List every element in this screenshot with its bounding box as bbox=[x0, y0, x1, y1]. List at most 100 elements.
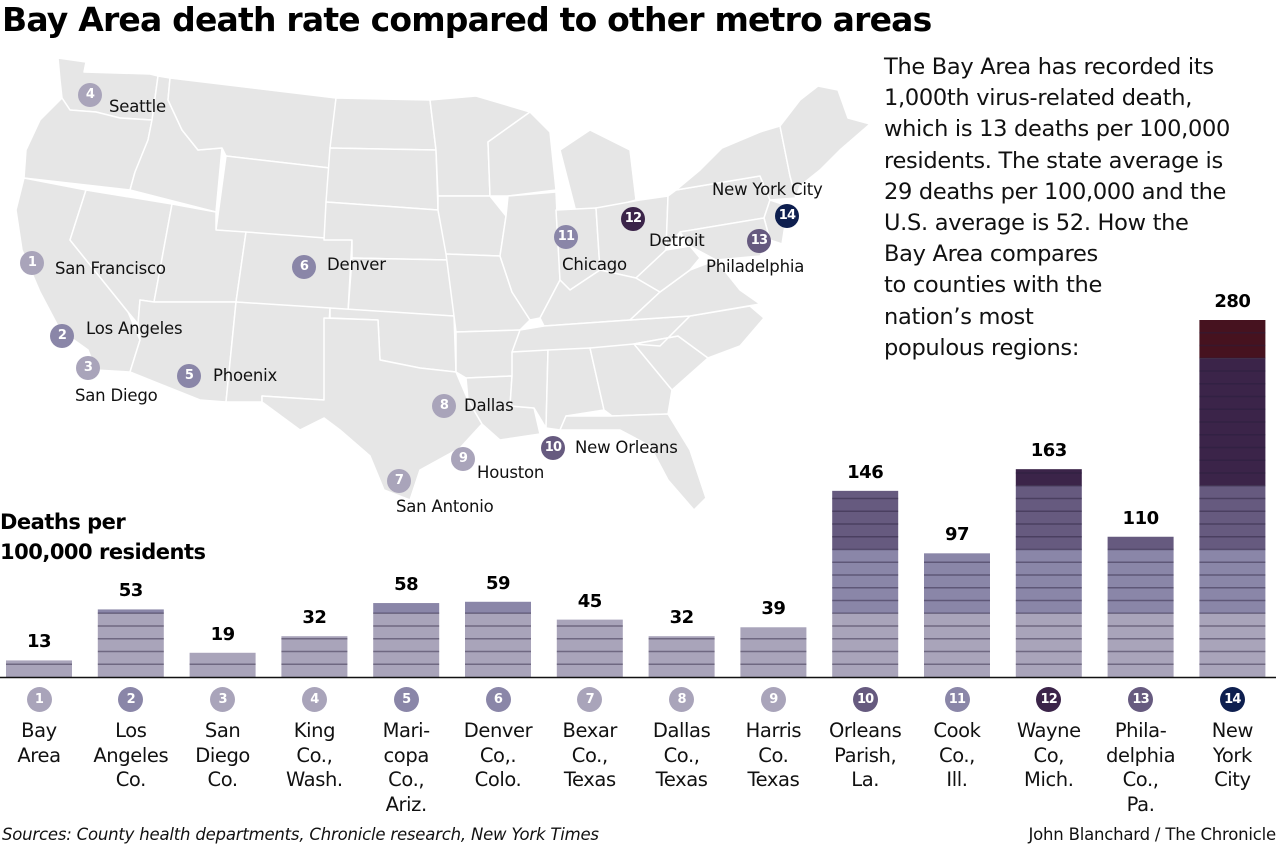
intro-line: 29 deaths per 100,000 and the bbox=[884, 178, 1227, 205]
category-label-line: Wash. bbox=[286, 768, 343, 792]
bar-segment bbox=[373, 613, 440, 677]
map-pin-4[interactable]: 4 bbox=[78, 83, 102, 107]
data-label: 39 bbox=[761, 598, 786, 620]
category-label: Wayne Co, Mich. bbox=[1003, 719, 1095, 793]
bar-2 bbox=[97, 609, 164, 677]
map-label-new-orleans: New Orleans bbox=[575, 438, 678, 457]
intro-text: The Bay Area has recorded its 1,000th vi… bbox=[884, 52, 1276, 364]
bar-14 bbox=[1199, 320, 1266, 677]
bar-segment bbox=[1107, 613, 1174, 677]
state-iowa bbox=[437, 195, 507, 257]
category-label-line: copa bbox=[383, 743, 429, 767]
data-label: 19 bbox=[210, 623, 236, 645]
data-label: 32 bbox=[302, 607, 327, 629]
bar-segment bbox=[924, 613, 990, 677]
category-number-badge: 4 bbox=[301, 687, 327, 712]
category-label-line: Pa. bbox=[1126, 792, 1155, 816]
map-label-denver: Denver bbox=[327, 255, 386, 274]
map-label-chicago: Chicago bbox=[562, 255, 627, 274]
map-label-san-antonio: San Antonio bbox=[396, 497, 494, 516]
map-pin-5[interactable]: 5 bbox=[177, 364, 201, 388]
map-label-detroit: Detroit bbox=[649, 231, 705, 250]
category-label-line: Dallas bbox=[652, 719, 711, 742]
category-label: Dallas Co., Texas bbox=[636, 719, 728, 793]
map-pin-6[interactable]: 6 bbox=[292, 255, 316, 279]
category-label-line: Texas bbox=[747, 768, 800, 792]
state-new-mexico bbox=[225, 301, 331, 403]
bar-7 bbox=[556, 619, 623, 677]
data-label: 163 bbox=[1030, 440, 1068, 462]
map-pin-11[interactable]: 11 bbox=[554, 225, 578, 249]
state-wisconsin bbox=[487, 111, 557, 197]
category-label-line: Area bbox=[17, 743, 61, 767]
bar-segment bbox=[1107, 549, 1174, 614]
state-new-england bbox=[779, 85, 871, 199]
bar-segment bbox=[1107, 536, 1174, 550]
data-label: 53 bbox=[118, 580, 144, 602]
intro-line: to counties with the bbox=[884, 272, 1103, 299]
intro-line: The Bay Area has recorded its bbox=[884, 54, 1214, 80]
category-label: New York City bbox=[1186, 719, 1278, 793]
category-label: San Diego Co. bbox=[177, 719, 269, 793]
category-label-line: Co., bbox=[1122, 768, 1159, 792]
map-pin-8[interactable]: 8 bbox=[432, 394, 456, 418]
map-pin-13[interactable]: 13 bbox=[747, 229, 771, 253]
category-label-line: Harris bbox=[745, 719, 802, 742]
data-label: 146 bbox=[847, 461, 884, 483]
category-label: Los Angeles Co. bbox=[85, 719, 177, 793]
state-maryland bbox=[679, 217, 771, 261]
data-label: 110 bbox=[1122, 507, 1160, 529]
map-label-new-york-city: New York City bbox=[712, 180, 823, 199]
bar-segment bbox=[832, 549, 899, 614]
data-label: 97 bbox=[944, 524, 970, 546]
map-label-san-francisco: San Francisco bbox=[55, 259, 166, 278]
category-label-line: King bbox=[293, 719, 336, 742]
map-pin-1[interactable]: 1 bbox=[20, 251, 44, 275]
category-number-badge: 10 bbox=[852, 687, 878, 712]
category-label: Cook Co., Ill. bbox=[911, 719, 1003, 793]
category-label-line: Co., bbox=[571, 743, 608, 767]
category-label-line: Co., bbox=[388, 768, 425, 792]
map-pin-9[interactable]: 9 bbox=[451, 447, 475, 471]
category-label-line: Co. bbox=[207, 768, 238, 792]
map-pin-7[interactable]: 7 bbox=[387, 469, 411, 493]
bar-segment bbox=[740, 627, 807, 677]
category-number-badge: 12 bbox=[1036, 687, 1062, 712]
state-michigan bbox=[559, 129, 637, 213]
category-label-line: York bbox=[1212, 743, 1252, 767]
category-label: Bay Area bbox=[0, 719, 85, 768]
bar-segment bbox=[6, 660, 72, 677]
intro-line: populous regions: bbox=[884, 334, 1080, 361]
bar-segment bbox=[1199, 549, 1266, 614]
bar-11 bbox=[924, 553, 990, 677]
y-axis-label-line: 100,000 residents bbox=[0, 540, 206, 564]
map-label-phoenix: Phoenix bbox=[213, 366, 278, 385]
map-pin-10[interactable]: 10 bbox=[541, 436, 565, 460]
map-label-houston: Houston bbox=[477, 463, 545, 482]
bar-segment bbox=[465, 613, 531, 677]
category-label-line: Parish, bbox=[834, 743, 897, 767]
map-pin-14[interactable]: 14 bbox=[775, 204, 799, 228]
category-label-line: Phila- bbox=[1114, 719, 1167, 742]
bar-segment bbox=[97, 609, 164, 614]
us-map bbox=[15, 57, 871, 511]
bar-segment bbox=[281, 636, 348, 677]
data-label: 13 bbox=[26, 631, 52, 653]
category-label-line: Denver bbox=[463, 719, 533, 742]
map-pin-3[interactable]: 3 bbox=[76, 356, 100, 380]
map-label-philadelphia: Philadelphia bbox=[706, 257, 805, 276]
category-label-line: Ill. bbox=[946, 768, 968, 792]
category-label: Phila-delphia Co., Pa. bbox=[1095, 719, 1187, 817]
category-label-line: Co., bbox=[938, 743, 975, 767]
map-pin-12[interactable]: 12 bbox=[621, 207, 645, 231]
data-label: 59 bbox=[485, 572, 511, 594]
category-label-line: Co,. bbox=[479, 743, 517, 767]
chart-title: Bay Area death rate compared to other me… bbox=[2, 0, 932, 39]
map-land bbox=[15, 57, 871, 511]
category-label-line: Cook bbox=[933, 719, 981, 742]
category-number-badge: 9 bbox=[760, 687, 786, 712]
y-axis-label-line: Deaths per bbox=[0, 510, 126, 534]
map-pin-2[interactable]: 2 bbox=[50, 324, 74, 348]
category-number-badge: 6 bbox=[485, 687, 511, 712]
category-number-badge: 3 bbox=[210, 687, 236, 712]
